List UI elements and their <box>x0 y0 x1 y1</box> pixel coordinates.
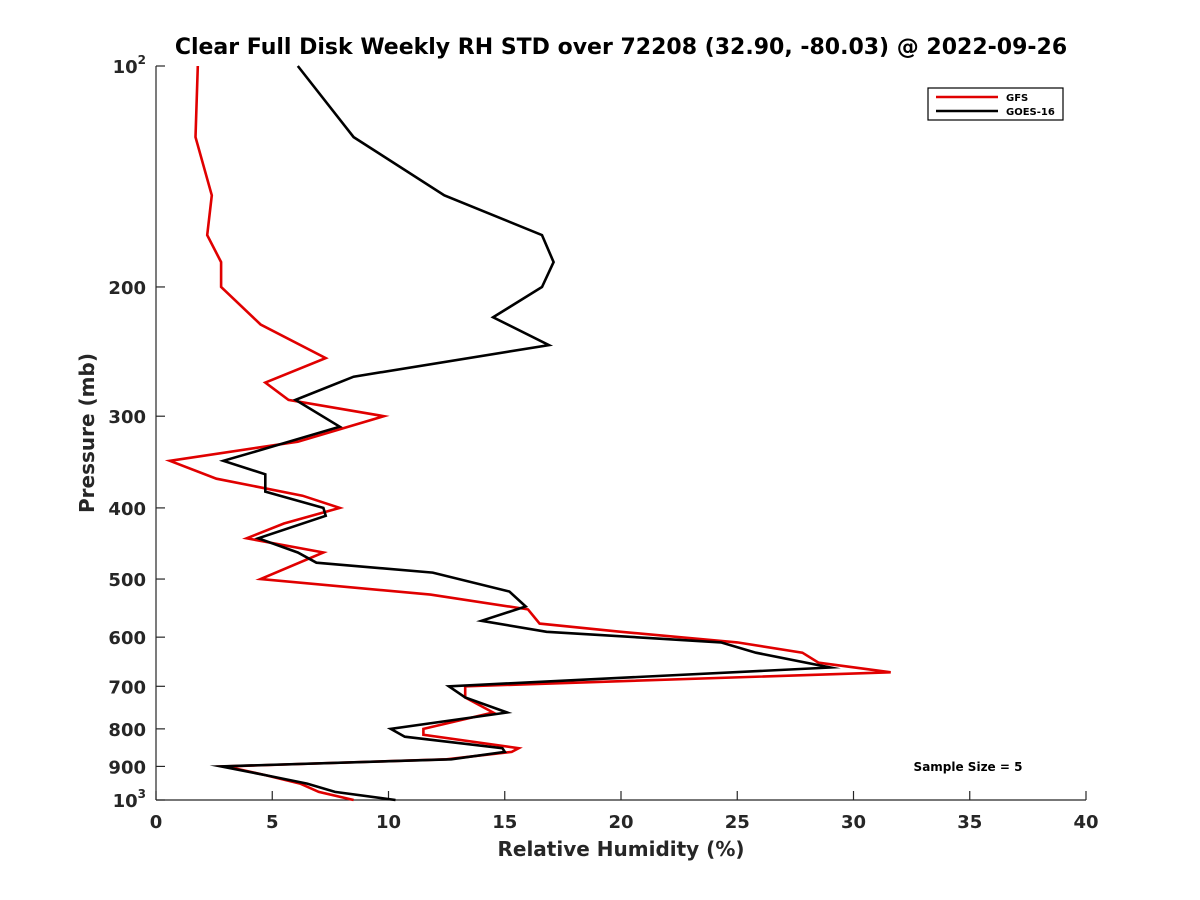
x-tick-label: 15 <box>492 812 517 833</box>
series-layer <box>164 65 891 802</box>
y-ticks: 102 200 300 400 500 600 700 800 900 103 <box>108 53 165 812</box>
y-tick-label: 800 <box>108 720 146 741</box>
x-tick-label: 5 <box>266 812 279 833</box>
x-tick-label: 35 <box>957 812 982 833</box>
y-tick-label: 200 <box>108 278 146 299</box>
y-tick-label: 300 <box>108 407 146 428</box>
legend-box <box>927 87 1064 121</box>
x-axis-label: Relative Humidity (%) <box>497 837 744 861</box>
y-tick-label: 700 <box>108 677 146 698</box>
y-tick-label: 103 <box>113 787 146 812</box>
x-tick-label: 20 <box>608 812 633 833</box>
y-tick-label: 600 <box>108 628 146 649</box>
series-line-gfs <box>164 65 891 802</box>
plot-area <box>156 66 1086 800</box>
x-tick-label: 10 <box>376 812 401 833</box>
x-ticks: 0 5 10 15 20 25 30 35 40 <box>150 791 1099 833</box>
legend-label-gfs: GFS <box>1006 93 1028 104</box>
x-tick-label: 30 <box>841 812 866 833</box>
y-axis-label: Pressure (mb) <box>75 353 99 513</box>
y-tick-label: 500 <box>108 570 146 591</box>
x-tick-label: 40 <box>1073 812 1098 833</box>
series-line-goes16 <box>209 65 841 802</box>
y-tick-label: 400 <box>108 499 146 520</box>
y-tick-label: 900 <box>108 757 146 778</box>
sample-size-annotation: Sample Size = 5 <box>914 760 1023 774</box>
x-tick-label: 0 <box>150 812 163 833</box>
chart-title: Clear Full Disk Weekly RH STD over 72208… <box>175 35 1067 60</box>
legend-label-goes16: GOES-16 <box>1006 107 1055 118</box>
legend: GFS GOES-16 <box>927 87 1064 121</box>
y-tick-label: 102 <box>113 53 146 78</box>
x-tick-label: 25 <box>725 812 750 833</box>
